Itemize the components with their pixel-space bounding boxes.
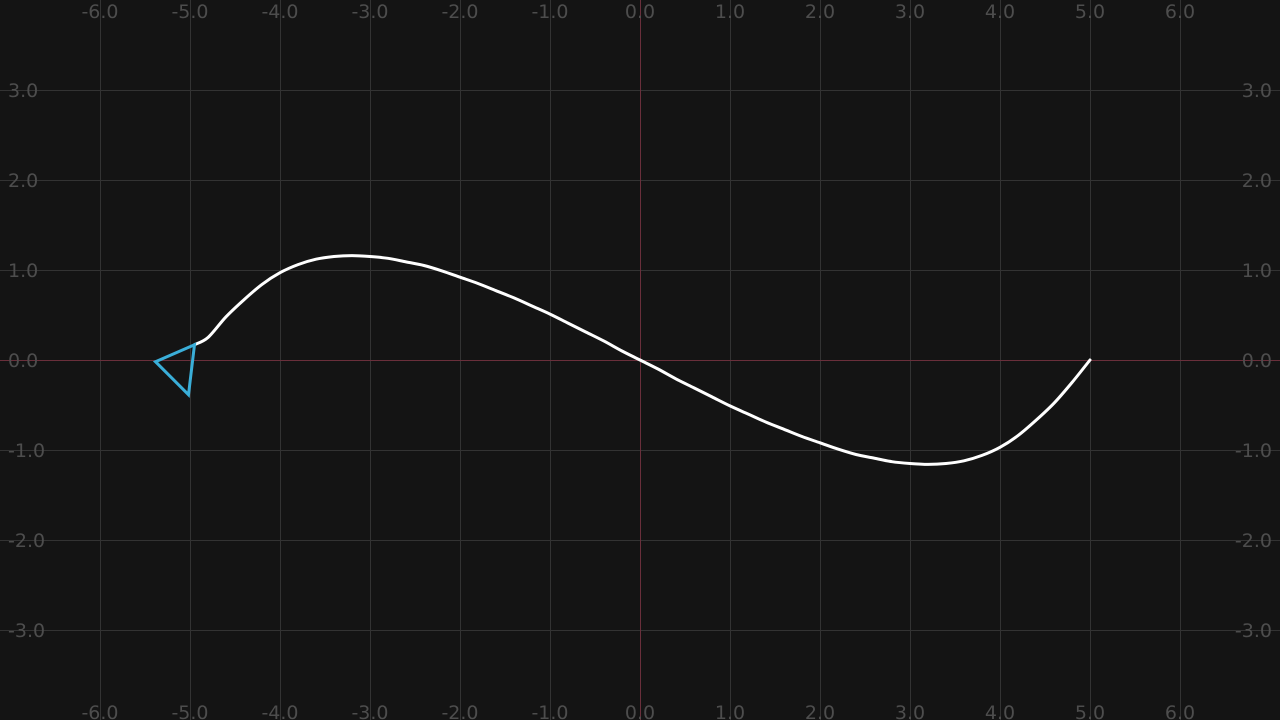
x-tick-label-bottom-5: -1.0 xyxy=(531,702,568,720)
x-tick-label-bottom-6: 0.0 xyxy=(625,702,655,720)
y-tick-label-right-2: -1.0 xyxy=(1235,440,1272,462)
turtle-cursor-icon xyxy=(152,342,197,398)
y-tick-label-left-5: 2.0 xyxy=(8,170,38,192)
x-tick-label-bottom-8: 2.0 xyxy=(805,702,835,720)
x-tick-label-bottom-4: -2.0 xyxy=(441,702,478,720)
y-tick-label-left-3: 0.0 xyxy=(8,350,38,372)
x-tick-label-top-11: 5.0 xyxy=(1075,1,1105,23)
x-tick-label-top-10: 4.0 xyxy=(985,1,1015,23)
curve-series-0 xyxy=(193,254,1092,466)
curve-series xyxy=(193,254,1092,466)
y-tick-label-right-6: 3.0 xyxy=(1242,80,1272,102)
y-tick-label-right-3: 0.0 xyxy=(1242,350,1272,372)
x-tick-label-top-6: 0.0 xyxy=(625,1,655,23)
x-tick-label-top-0: -6.0 xyxy=(81,1,118,23)
x-tick-label-bottom-12: 6.0 xyxy=(1165,702,1195,720)
y-tick-label-right-5: 2.0 xyxy=(1242,170,1272,192)
y-tick-label-left-2: -1.0 xyxy=(8,440,45,462)
x-tick-label-bottom-11: 5.0 xyxy=(1075,702,1105,720)
y-tick-label-left-4: 1.0 xyxy=(8,260,38,282)
x-tick-label-bottom-1: -5.0 xyxy=(171,702,208,720)
turtle-cursor-triangle xyxy=(152,342,197,398)
x-tick-label-bottom-9: 3.0 xyxy=(895,702,925,720)
x-tick-label-bottom-3: -3.0 xyxy=(351,702,388,720)
x-tick-label-top-5: -1.0 xyxy=(531,1,568,23)
x-tick-label-bottom-10: 4.0 xyxy=(985,702,1015,720)
y-tick-label-left-1: -2.0 xyxy=(8,530,45,552)
x-tick-label-top-9: 3.0 xyxy=(895,1,925,23)
x-tick-label-bottom-7: 1.0 xyxy=(715,702,745,720)
x-tick-label-top-7: 1.0 xyxy=(715,1,745,23)
x-tick-label-top-4: -2.0 xyxy=(441,1,478,23)
y-tick-label-right-0: -3.0 xyxy=(1235,620,1272,642)
y-tick-label-right-4: 1.0 xyxy=(1242,260,1272,282)
x-tick-label-top-8: 2.0 xyxy=(805,1,835,23)
x-tick-label-bottom-0: -6.0 xyxy=(81,702,118,720)
x-tick-label-top-1: -5.0 xyxy=(171,1,208,23)
y-tick-label-left-6: 3.0 xyxy=(8,80,38,102)
y-tick-label-left-0: -3.0 xyxy=(8,620,45,642)
y-tick-label-right-1: -2.0 xyxy=(1235,530,1272,552)
tick-labels: -6.0 -6.0 -5.0 -5.0 -4.0 -4.0 -3.0 -3.0 -2.0 -2.0… xyxy=(8,1,1272,720)
x-tick-label-top-12: 6.0 xyxy=(1165,1,1195,23)
x-tick-label-bottom-2: -4.0 xyxy=(261,702,298,720)
x-tick-label-top-2: -4.0 xyxy=(261,1,298,23)
x-tick-label-top-3: -3.0 xyxy=(351,1,388,23)
